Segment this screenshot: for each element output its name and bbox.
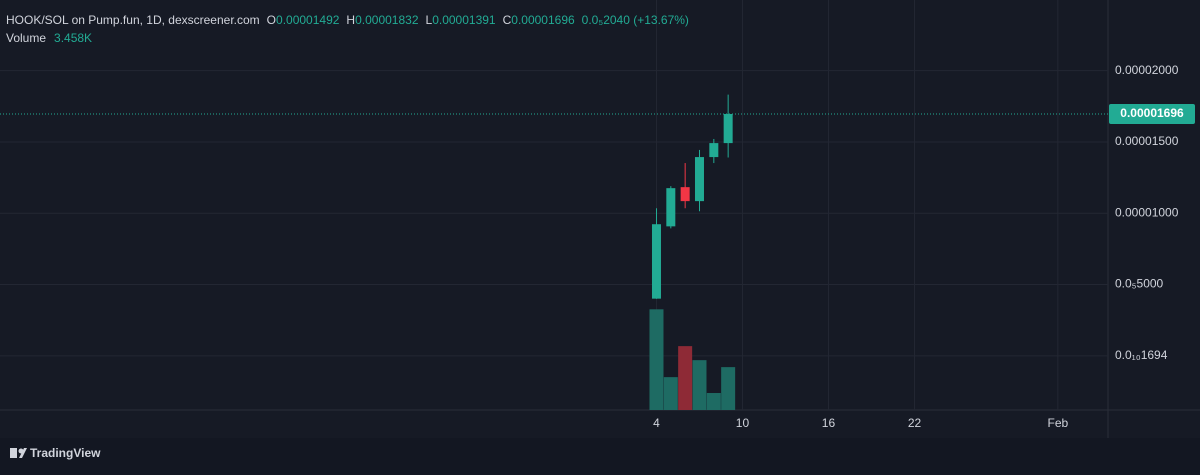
ohlc-key: L <box>426 13 433 27</box>
last-price-label: 0.00001696 <box>1120 106 1184 120</box>
logo-shape <box>10 448 17 458</box>
volume-bar <box>663 377 678 410</box>
candle-body <box>709 143 719 158</box>
brand: TradingView <box>30 446 101 460</box>
ohlc-value: 0.00001391 <box>432 13 496 27</box>
x-tick-label: 16 <box>822 416 836 430</box>
candle-body <box>680 187 690 202</box>
ohlc-key: H <box>346 13 355 27</box>
volume-bar <box>706 393 721 410</box>
y-tick-label: 0.00001000 <box>1115 205 1179 219</box>
ohlc-key: O <box>267 13 276 27</box>
volume-bar <box>692 360 707 410</box>
ohlc-value: 0.00001696 <box>511 13 575 27</box>
candle-body <box>666 188 676 227</box>
candle-body <box>723 114 733 144</box>
y-tick-label: 0.00002000 <box>1115 63 1179 77</box>
x-tick-label: 4 <box>653 416 660 430</box>
x-tick-label: Feb <box>1047 416 1068 430</box>
volume-bar <box>649 309 664 410</box>
symbol: HOOK/SOL on Pump.fun, 1D, dexscreener.co… <box>6 13 260 27</box>
last-price-badge <box>1109 104 1195 125</box>
volume-bar <box>721 367 736 410</box>
volume-header: Volume 3.458K <box>6 31 92 45</box>
volume-value: 3.458K <box>54 31 92 45</box>
candle-body <box>651 224 661 299</box>
y-tick-label: 0.0₅5000 <box>1115 277 1164 291</box>
x-tick-label: 22 <box>908 416 922 430</box>
marks <box>0 94 1108 410</box>
volume-name: Volume <box>6 31 46 45</box>
change: 0.0₅2040 (+13.67%) <box>582 13 689 27</box>
footer-bar <box>0 438 1200 470</box>
y-tick-label: 0.00001500 <box>1115 134 1179 148</box>
candle-body <box>694 157 704 202</box>
volume-bar <box>678 346 693 410</box>
x-tick-label: 10 <box>736 416 750 430</box>
legend-header: HOOK/SOL on Pump.fun, 1D, dexscreener.co… <box>6 13 689 27</box>
brand-logo: TradingView <box>10 446 101 460</box>
ohlc-key: C <box>503 13 512 27</box>
y-tick-label: 0.0₁₀1694 <box>1115 348 1168 362</box>
ohlc-value: 0.00001492 <box>276 13 340 27</box>
ohlc-value: 0.00001832 <box>355 13 419 27</box>
grid <box>0 0 1108 410</box>
logo-shape <box>19 448 27 458</box>
